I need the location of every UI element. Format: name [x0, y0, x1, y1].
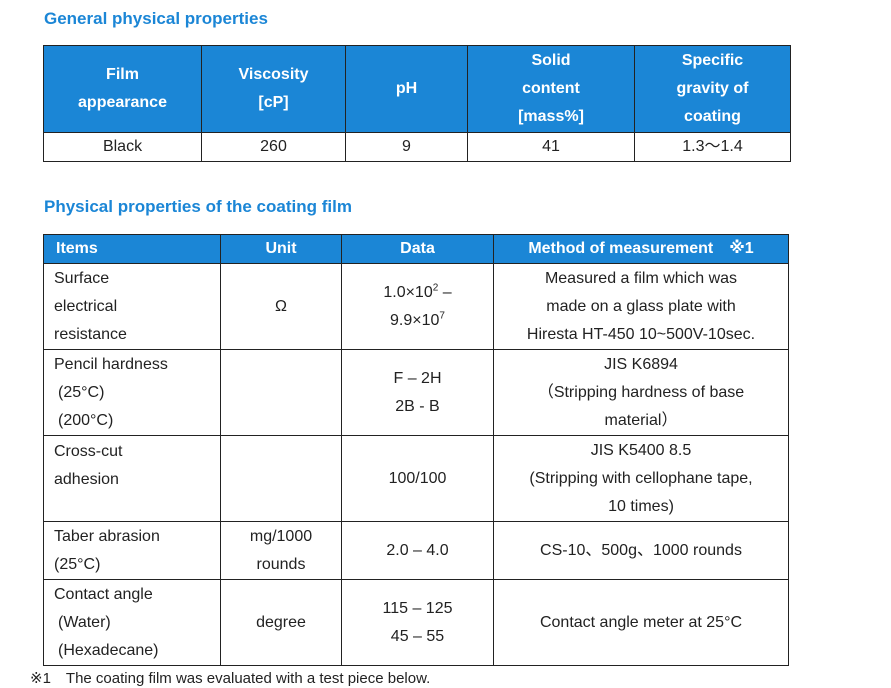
- cell-method: CS-10、500g、1000 rounds: [493, 521, 789, 580]
- header-data: Data: [341, 234, 494, 264]
- cell-item: Taber abrasion (25°C): [43, 521, 221, 580]
- table-row: Cross-cut adhesion 100/100 JIS K5400 8.5(…: [43, 435, 789, 522]
- header-unit: Unit: [220, 234, 342, 264]
- header-method: Method of measurement ※1: [493, 234, 789, 264]
- header-items: Items: [43, 234, 221, 264]
- cell-data: 100/100: [341, 435, 494, 522]
- cell-unit: degree: [220, 579, 342, 666]
- general-properties-title: General physical properties: [44, 9, 268, 28]
- cell-item: Pencil hardness (25°C) (200°C): [43, 349, 221, 436]
- film-properties-title: Physical properties of the coating film: [44, 197, 352, 216]
- footnote: ※1 The coating film was evaluated with a…: [30, 670, 431, 687]
- header-film-appearance: Film appearance: [43, 45, 202, 133]
- cell-film-appearance: Black: [43, 132, 202, 162]
- cell-viscosity: 260: [201, 132, 346, 162]
- table-row: Surface electrical resistance Ω 1.0×102 – …: [43, 263, 789, 350]
- cell-method: JIS K6894 （Stripping hardness of base mate…: [493, 349, 789, 436]
- cell-data: 115 – 125 45 – 55: [341, 579, 494, 666]
- cell-unit: [220, 349, 342, 436]
- cell-item: Contact angle (Water) (Hexadecane): [43, 579, 221, 666]
- cell-data: F – 2H 2B - B: [341, 349, 494, 436]
- cell-ph: 9: [345, 132, 468, 162]
- cell-method: Measured a film which was made on a glass…: [493, 263, 789, 350]
- cell-unit: [220, 435, 342, 522]
- cell-data: 1.0×102 – 9.9×107: [341, 263, 494, 350]
- cell-specific-gravity: 1.3～1.4: [634, 132, 791, 162]
- general-properties-table: Film appearance Viscosity [cP] pH Solid con…: [43, 45, 791, 162]
- cell-solid-content: 41: [467, 132, 635, 162]
- cell-item: Cross-cut adhesion: [43, 435, 221, 522]
- header-specific-gravity: Specific gravity of coating: [634, 45, 791, 133]
- table-row: Taber abrasion (25°C) mg/1000 rounds 2.0 –…: [43, 521, 789, 580]
- cell-method: JIS K5400 8.5 (Stripping with cellophane …: [493, 435, 789, 522]
- table-row: Black 260 9 41 1.3～1.4: [43, 132, 791, 162]
- table-row: Pencil hardness (25°C) (200°C) F – 2H 2B …: [43, 349, 789, 436]
- cell-method: Contact angle meter at 25°C: [493, 579, 789, 666]
- table-row: Contact angle (Water) (Hexadecane) degre…: [43, 579, 789, 666]
- header-ph: pH: [345, 45, 468, 133]
- cell-item: Surface electrical resistance: [43, 263, 221, 350]
- film-properties-table: Items Unit Data Method of measurement ※1…: [43, 234, 789, 666]
- header-solid-content: Solid content [mass%]: [467, 45, 635, 133]
- cell-unit: mg/1000 rounds: [220, 521, 342, 580]
- header-viscosity: Viscosity [cP]: [201, 45, 346, 133]
- cell-data: 2.0 – 4.0: [341, 521, 494, 580]
- cell-unit: Ω: [220, 263, 342, 350]
